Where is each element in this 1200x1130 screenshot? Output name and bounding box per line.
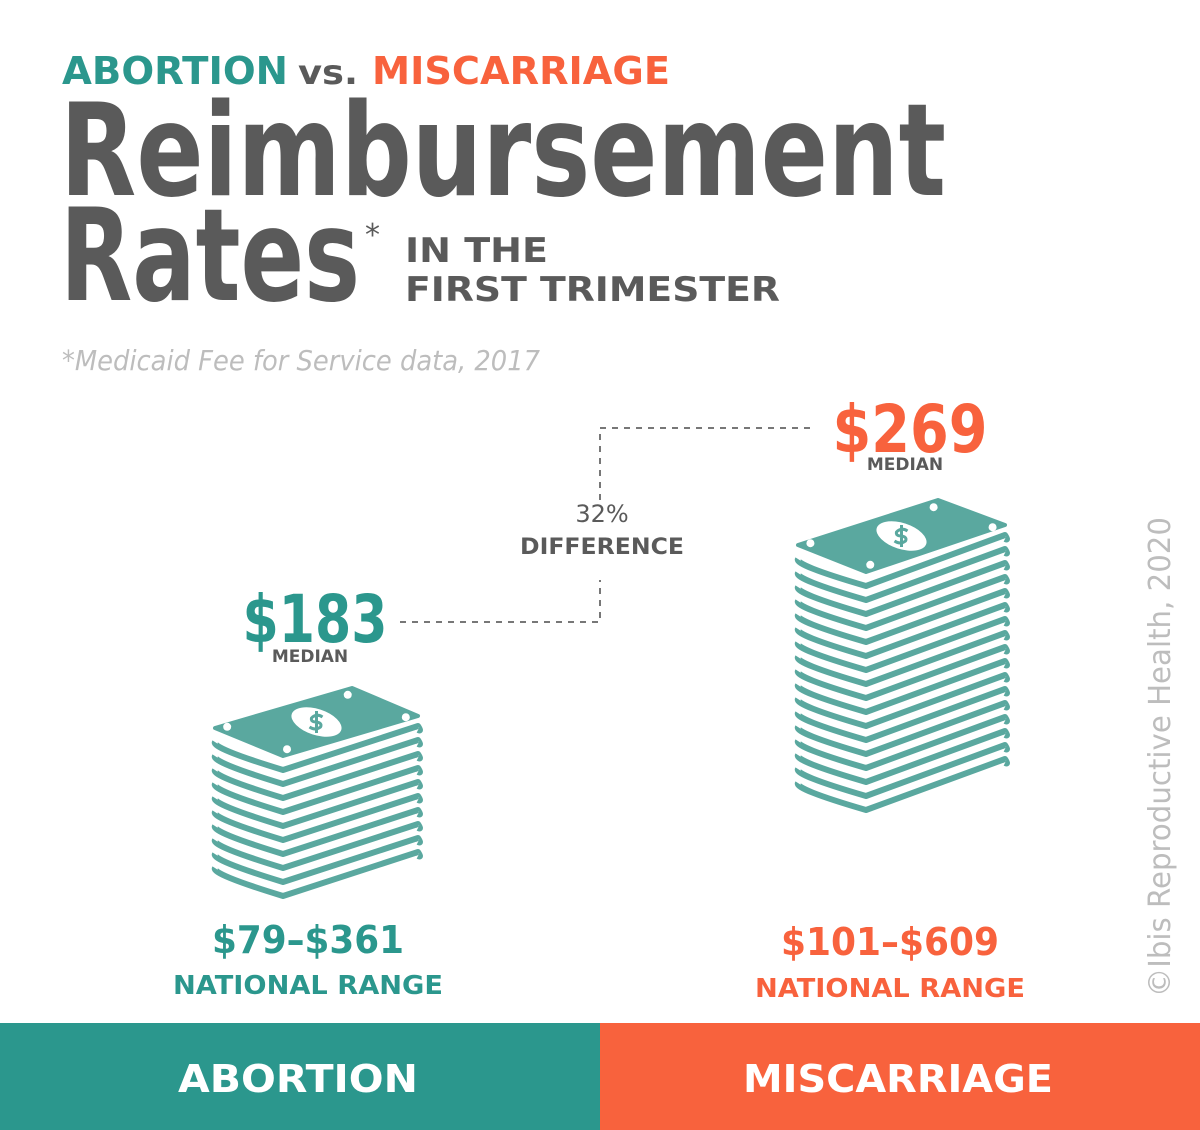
subtitle: IN THE xyxy=(405,231,548,271)
bill-edge xyxy=(211,737,423,787)
kicker-miscarriage: MISCARRIAGE xyxy=(372,49,670,93)
bill-corner xyxy=(806,539,815,548)
bill-edge xyxy=(211,821,423,871)
range-label: NATIONAL RANGE xyxy=(173,971,443,1001)
bill-corner xyxy=(401,713,410,722)
bill-corner xyxy=(283,745,292,754)
bill-corner xyxy=(866,560,875,569)
bill-edge xyxy=(794,588,1010,645)
bill-edge xyxy=(794,728,1010,785)
bill-corner xyxy=(343,690,352,699)
difference-value: 32% xyxy=(575,500,628,528)
bill-stacks xyxy=(211,498,1010,899)
asterisk: * xyxy=(365,218,380,253)
range-value: $101–$609 xyxy=(781,920,999,964)
footer-miscarriage xyxy=(600,1023,1200,1130)
bill-edge xyxy=(794,560,1010,617)
footer-abortion xyxy=(0,1023,600,1130)
kicker-abortion: ABORTION xyxy=(62,49,288,93)
bill-corner xyxy=(988,523,997,532)
bill-edge xyxy=(794,616,1010,673)
footnote: *Medicaid Fee for Service data, 2017 xyxy=(62,344,540,377)
footer-label: ABORTION xyxy=(178,1057,418,1101)
bill-edge xyxy=(794,686,1010,743)
bill-edge xyxy=(794,658,1010,715)
median-value: $183 xyxy=(243,581,388,658)
range-label: NATIONAL RANGE xyxy=(755,974,1025,1004)
bill-corner xyxy=(223,722,232,731)
median-value: $269 xyxy=(833,391,988,468)
bill-edge xyxy=(794,602,1010,659)
difference-label: DIFFERENCE xyxy=(520,535,684,560)
bill-edge xyxy=(211,793,423,843)
bill-edge xyxy=(794,700,1010,757)
bill-edge xyxy=(794,574,1010,631)
bill-edge xyxy=(794,714,1010,771)
median-label: MEDIAN xyxy=(272,647,348,667)
median-label: MEDIAN xyxy=(867,455,943,475)
bill-edge xyxy=(794,756,1010,813)
bill-symbol xyxy=(893,525,909,547)
bill-edge xyxy=(794,630,1010,687)
credit: ©Ibis Reproductive Health, 2020 xyxy=(1143,517,1178,997)
title: Reimbursement xyxy=(60,77,946,226)
title: Rates xyxy=(60,182,360,331)
bill-edge xyxy=(211,835,423,885)
bill-edge xyxy=(794,546,1010,603)
kicker-vs: vs. xyxy=(298,53,358,93)
connector xyxy=(400,427,810,623)
bill-edge xyxy=(794,532,1010,589)
bill-edge xyxy=(211,751,423,801)
subtitle: FIRST TRIMESTER xyxy=(405,270,780,310)
bill-edge xyxy=(211,779,423,829)
bill-edge xyxy=(794,672,1010,729)
bill-edge xyxy=(211,723,423,773)
bill-edge xyxy=(211,765,423,815)
bill-edge xyxy=(794,644,1010,701)
bill-edge xyxy=(794,742,1010,799)
range-value: $79–$361 xyxy=(212,918,404,962)
bill-edge xyxy=(211,807,423,857)
bill-symbol xyxy=(308,711,324,733)
bill-edge xyxy=(211,849,423,899)
footer-label: MISCARRIAGE xyxy=(743,1057,1053,1101)
bill-corner xyxy=(929,503,938,512)
